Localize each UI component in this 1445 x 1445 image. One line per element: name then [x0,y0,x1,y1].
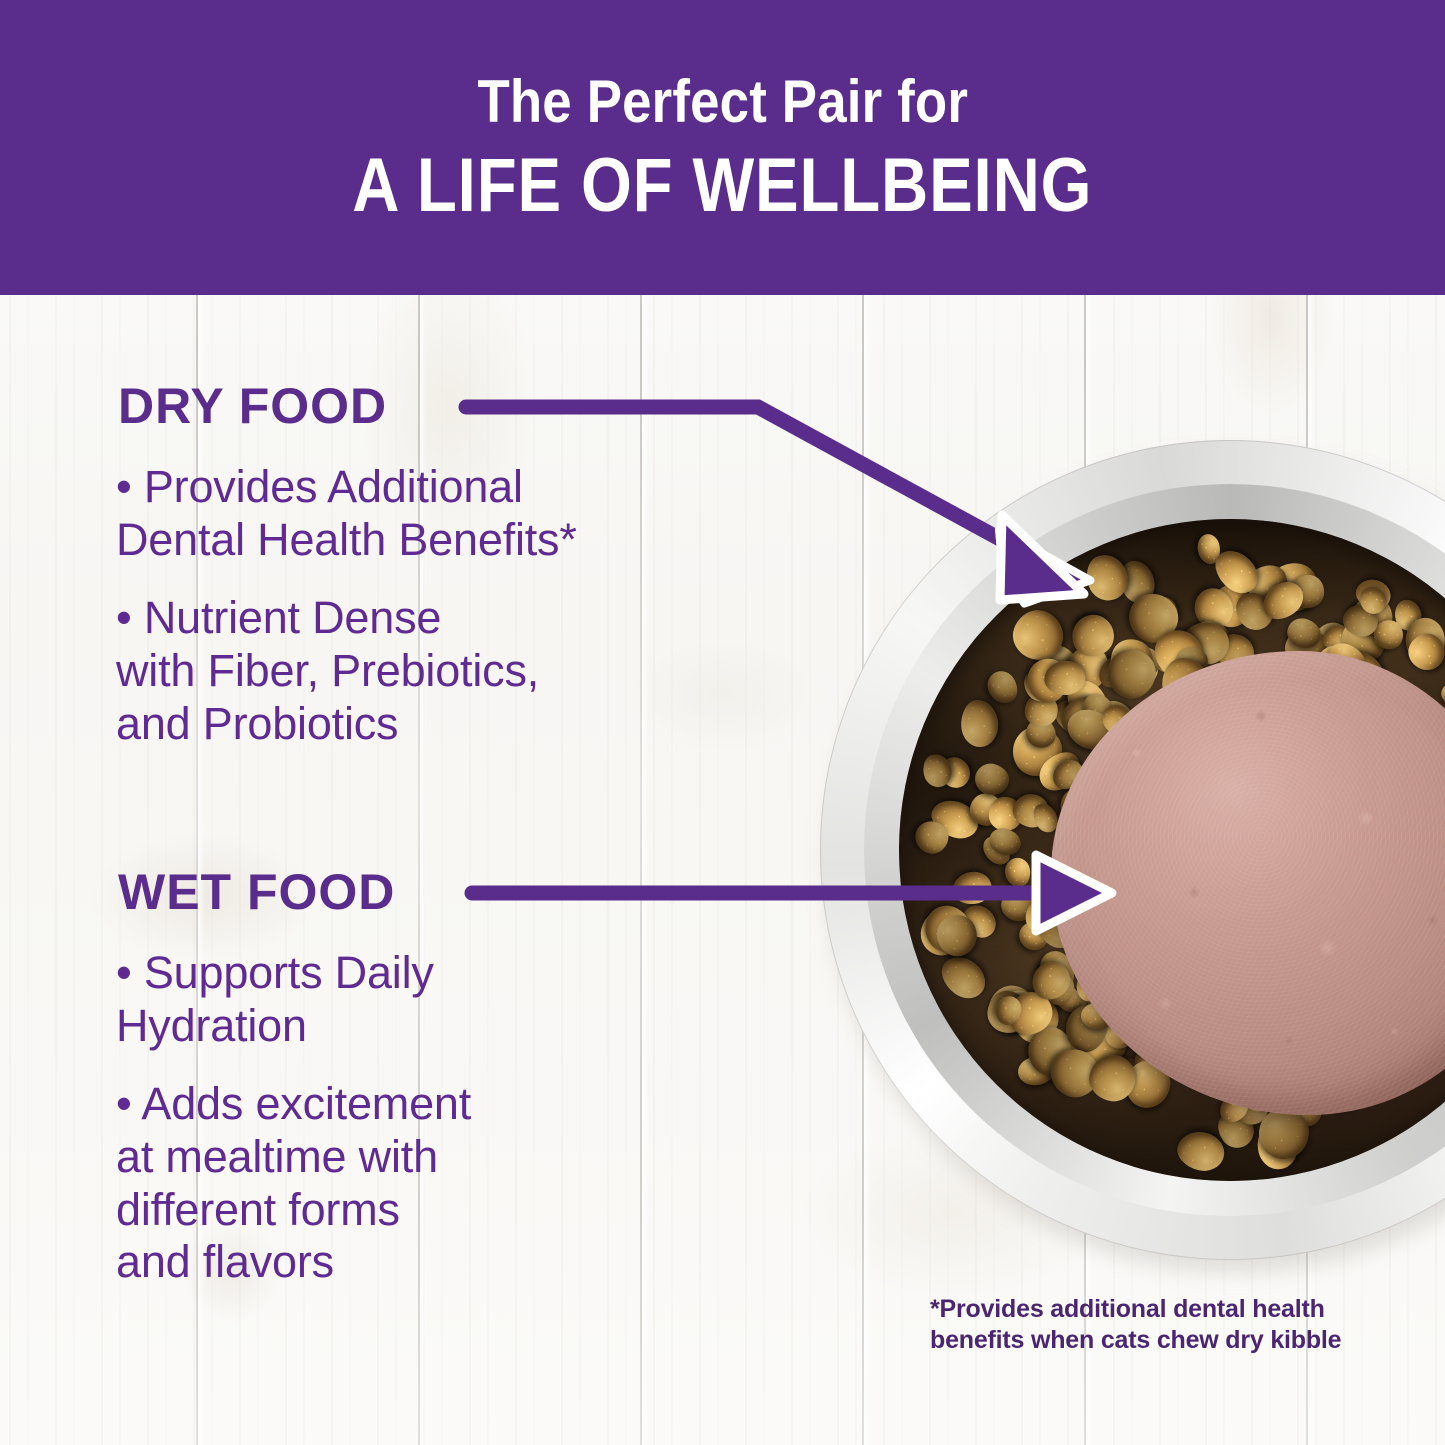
section-heading-wet-food: WET FOOD [118,864,396,920]
bullet-line: Hydration [116,999,307,1051]
header-title-line1: The Perfect Pair for [477,67,968,135]
bullet-line: with Fiber, Prebiotics, [116,644,540,696]
wet-food-pate [1051,651,1445,1115]
bullet-item: • Provides Additional Dental Health Bene… [116,461,756,566]
kibble-piece [959,698,1000,748]
wet-food-bullets: • Supports Daily Hydration • Adds excite… [116,947,756,1315]
copy-column: DRY FOOD • Provides Additional Dental He… [0,295,760,1445]
header-title-line2: A LIFE OF WELLBEING [352,142,1093,228]
bullet-line: and Probiotics [116,697,399,749]
bullet-line: different forms [116,1183,400,1235]
footnote-line2: benefits when cats chew dry kibble [930,1325,1342,1354]
dry-food-bullets: • Provides Additional Dental Health Bene… [116,461,756,776]
plank-seam [640,0,642,1445]
kibble-piece [971,759,1013,799]
footnote-line1: *Provides additional dental health [930,1295,1325,1323]
kibble-piece [933,948,994,1007]
kibble-piece [950,869,994,907]
bullet-line: • Nutrient Dense [116,592,442,644]
kibble-piece [1080,549,1133,606]
bullet-line: and flavors [116,1236,334,1288]
bullet-line: • Provides Additional [116,461,523,512]
bullet-item: • Adds excitement at mealtime with diffe… [116,1078,756,1289]
header-banner: The Perfect Pair for A LIFE OF WELLBEING [0,0,1445,295]
footnote: *Provides additional dental health benef… [930,1294,1360,1355]
plank-highlight [198,0,205,1445]
bowl-basin [898,518,1445,1182]
plank-seam [418,0,420,1445]
bullet-item: • Supports Daily Hydration [116,947,756,1052]
pet-food-bowl-image [820,440,1445,1274]
bullet-line: • Supports Daily [116,947,434,998]
bullet-line: at mealtime with [116,1130,438,1182]
bullet-line: • Adds excitement [116,1078,472,1130]
plank-highlight [420,0,427,1445]
plank-highlight [642,0,649,1445]
bullet-line: Dental Health Benefits* [116,513,577,565]
section-heading-dry-food: DRY FOOD [118,378,388,434]
bullet-item: • Nutrient Dense with Fiber, Prebiotics,… [116,592,756,750]
plank-seam [196,0,198,1445]
